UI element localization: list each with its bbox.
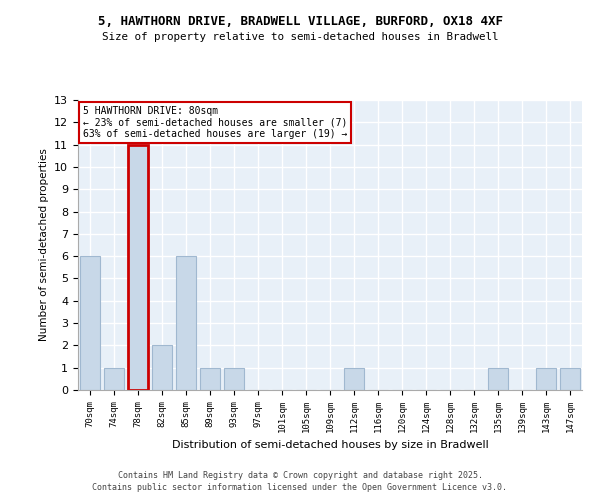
Y-axis label: Number of semi-detached properties: Number of semi-detached properties (38, 148, 49, 342)
Bar (152, 346, 172, 390)
Bar (536, 368, 556, 390)
Bar (344, 368, 364, 390)
Bar (80, 256, 100, 390)
X-axis label: Distribution of semi-detached houses by size in Bradwell: Distribution of semi-detached houses by … (172, 440, 488, 450)
Bar (200, 368, 220, 390)
Bar (104, 368, 124, 390)
Bar (224, 368, 244, 390)
Text: Size of property relative to semi-detached houses in Bradwell: Size of property relative to semi-detach… (102, 32, 498, 42)
Bar (128, 144, 148, 390)
Text: 5, HAWTHORN DRIVE, BRADWELL VILLAGE, BURFORD, OX18 4XF: 5, HAWTHORN DRIVE, BRADWELL VILLAGE, BUR… (97, 15, 503, 28)
Bar (488, 368, 508, 390)
Bar (560, 368, 580, 390)
Text: 5 HAWTHORN DRIVE: 80sqm
← 23% of semi-detached houses are smaller (7)
63% of sem: 5 HAWTHORN DRIVE: 80sqm ← 23% of semi-de… (83, 106, 347, 139)
Bar (176, 256, 196, 390)
Text: Contains HM Land Registry data © Crown copyright and database right 2025.
Contai: Contains HM Land Registry data © Crown c… (92, 471, 508, 492)
